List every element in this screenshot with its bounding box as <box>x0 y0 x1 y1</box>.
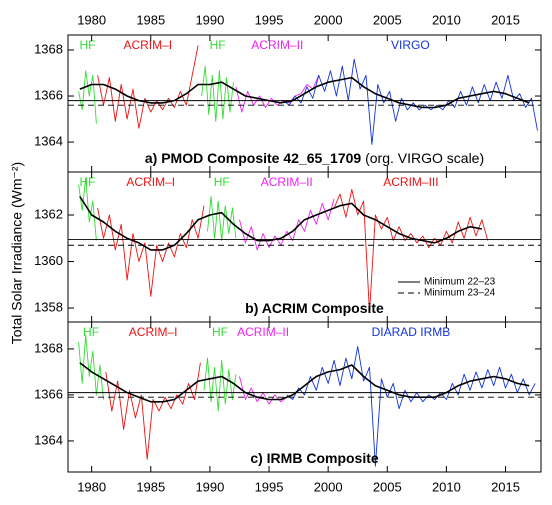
x-tick-label: 1985 <box>136 12 165 27</box>
legend-label: Minimum 22–23 <box>424 277 496 288</box>
series-line <box>78 70 97 124</box>
series-line <box>78 177 97 241</box>
series-line <box>286 346 536 467</box>
y-tick-label: 1366 <box>34 386 63 401</box>
series-line <box>282 58 538 145</box>
x-tick-label: 1980 <box>77 479 106 494</box>
series-label: DIARAD IRMB <box>372 325 451 339</box>
panel-title-main: c) IRMB Composite <box>250 450 379 466</box>
x-tick-label: 1980 <box>77 12 106 27</box>
series-line <box>201 65 234 122</box>
panel-frame <box>67 321 542 473</box>
x-tick-label: 1990 <box>195 479 224 494</box>
x-tick-label: 2005 <box>373 12 402 27</box>
x-tick-label: 1985 <box>136 479 165 494</box>
smoothed-line <box>79 362 530 403</box>
series-line <box>105 362 201 460</box>
series-label: ACRIM–II <box>251 38 303 52</box>
plot-area <box>78 334 536 467</box>
x-tick-label: 2000 <box>314 479 343 494</box>
series-line <box>97 45 199 129</box>
legend-label: Minimum 23–24 <box>424 288 496 299</box>
y-tick-label: 1358 <box>34 299 63 314</box>
series-label: ACRIM–I <box>123 38 172 52</box>
series-label: HF <box>214 175 230 189</box>
x-tick-label: 1995 <box>255 479 284 494</box>
panel-subtitle: (org. VIRGO scale) <box>365 150 484 166</box>
y-tick-label: 1366 <box>34 87 63 102</box>
series-label: HF <box>210 38 226 52</box>
series-line <box>203 357 237 412</box>
series-line <box>239 198 335 251</box>
series-label: ACRIM–III <box>383 175 438 189</box>
panel-title-main: a) PMOD Composite 42_65_1709 <box>145 150 362 166</box>
panel-title: b) ACRIM Composite <box>245 300 384 316</box>
series-label: ACRIM–I <box>129 325 178 339</box>
x-tick-label: 1990 <box>195 12 224 27</box>
y-tick-label: 1368 <box>34 340 63 355</box>
x-tick-label: 2010 <box>432 479 461 494</box>
y-tick-label: 1360 <box>34 253 63 268</box>
series-label: HF <box>83 325 99 339</box>
series-label: HF <box>212 325 228 339</box>
series-label: HF <box>80 175 96 189</box>
y-tick-label: 1364 <box>34 432 63 447</box>
series-label: HF <box>80 38 96 52</box>
series-label: VIRGO <box>391 38 430 52</box>
series-line <box>207 195 237 242</box>
y-tick-label: 1362 <box>34 206 63 221</box>
x-tick-label: 2005 <box>373 479 402 494</box>
panel-title-main: b) ACRIM Composite <box>245 300 384 316</box>
series-line <box>97 205 205 297</box>
x-tick-label: 1995 <box>255 12 284 27</box>
series-label: ACRIM–II <box>261 175 313 189</box>
x-tick-label: 2015 <box>491 12 520 27</box>
series-label: ACRIM–II <box>237 325 289 339</box>
panel-title: c) IRMB Composite <box>250 450 379 466</box>
x-tick-label: 2000 <box>314 12 343 27</box>
x-tick-label: 2010 <box>432 12 461 27</box>
series-line <box>235 75 320 113</box>
y-axis-label: Total Solar Irradiance (Wm⁻²) <box>9 162 25 344</box>
series-line <box>78 334 104 400</box>
x-tick-label: 2015 <box>491 479 520 494</box>
smoothed-line <box>79 195 483 251</box>
panel-title: a) PMOD Composite 42_65_1709 (org. VIRGO… <box>145 150 484 166</box>
y-tick-label: 1364 <box>34 134 63 149</box>
series-label: ACRIM–I <box>126 175 175 189</box>
plot-area <box>78 45 538 145</box>
y-tick-label: 1368 <box>34 41 63 56</box>
